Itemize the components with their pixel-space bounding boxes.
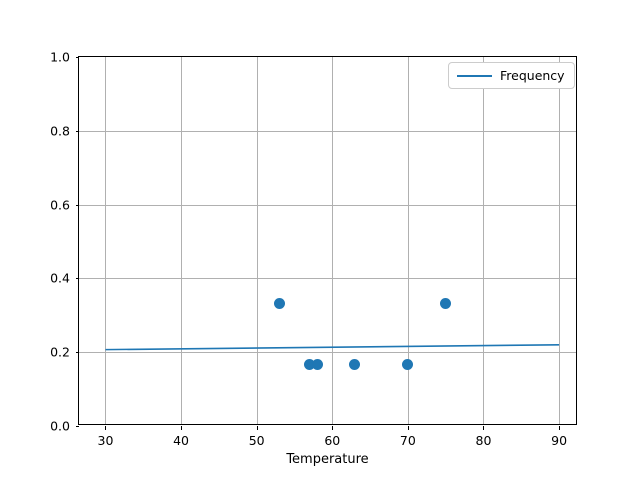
y-axis-tick-label: 0.4 <box>50 270 70 286</box>
gridline-vertical <box>559 57 561 424</box>
scatter-point <box>440 297 452 309</box>
x-axis-tick <box>256 426 258 430</box>
scatter-point <box>273 297 285 309</box>
x-axis-tick-label: 30 <box>97 433 114 448</box>
x-axis-tick-label: 60 <box>324 433 341 448</box>
y-axis-tick-label: 0.2 <box>50 344 70 360</box>
y-axis-tick <box>75 352 79 354</box>
x-axis-tick-label: 90 <box>551 433 568 448</box>
x-axis-label: Temperature <box>286 452 369 467</box>
frequency-line <box>105 344 560 351</box>
gridline-horizontal <box>79 204 576 206</box>
y-axis-tick <box>75 57 79 58</box>
legend-line-icon <box>457 74 492 77</box>
scatter-point <box>402 358 414 370</box>
plot-axes: 30 40 50 60 70 80 90 0.0 0.2 0.4 0.6 0.8 1.0 Frequen… <box>50 50 577 448</box>
y-axis-tick <box>75 204 79 206</box>
x-axis-tick-label: 40 <box>173 433 190 448</box>
scatter-point <box>304 358 316 370</box>
gridline-horizontal <box>79 278 576 280</box>
scatter-point <box>311 358 323 370</box>
gridline-vertical <box>105 57 107 424</box>
x-axis-tick <box>105 426 107 430</box>
y-axis-tick-label: 0.0 <box>50 418 70 434</box>
legend[interactable]: Frequency <box>448 62 575 89</box>
x-axis-tick-label: 80 <box>475 433 492 448</box>
x-axis-tick <box>407 426 409 430</box>
legend-item-label: Frequency <box>500 68 565 83</box>
x-axis-tick <box>332 426 334 430</box>
line-series-layer <box>105 344 560 351</box>
gridline-vertical <box>483 57 485 424</box>
scatter-point <box>349 358 361 370</box>
x-axis-tick-label: 50 <box>248 433 265 448</box>
x-axis-tick <box>483 426 485 430</box>
y-axis-tick <box>75 278 79 280</box>
gridline-horizontal <box>79 130 576 132</box>
x-axis-tick-label: 70 <box>399 433 416 448</box>
gridline-vertical <box>181 57 183 424</box>
gridline-vertical <box>332 57 334 424</box>
gridline-vertical <box>407 57 409 424</box>
y-axis-tick-label: 0.8 <box>50 123 70 139</box>
x-axis-tick <box>559 426 561 430</box>
y-axis-tick <box>75 426 79 427</box>
gridline-vertical <box>256 57 258 424</box>
y-axis-tick-label: 0.6 <box>50 197 70 213</box>
y-axis-tick <box>75 130 79 132</box>
y-axis-tick-label: 1.0 <box>50 49 70 65</box>
gridline-horizontal <box>79 352 576 354</box>
x-axis-tick <box>181 426 183 430</box>
